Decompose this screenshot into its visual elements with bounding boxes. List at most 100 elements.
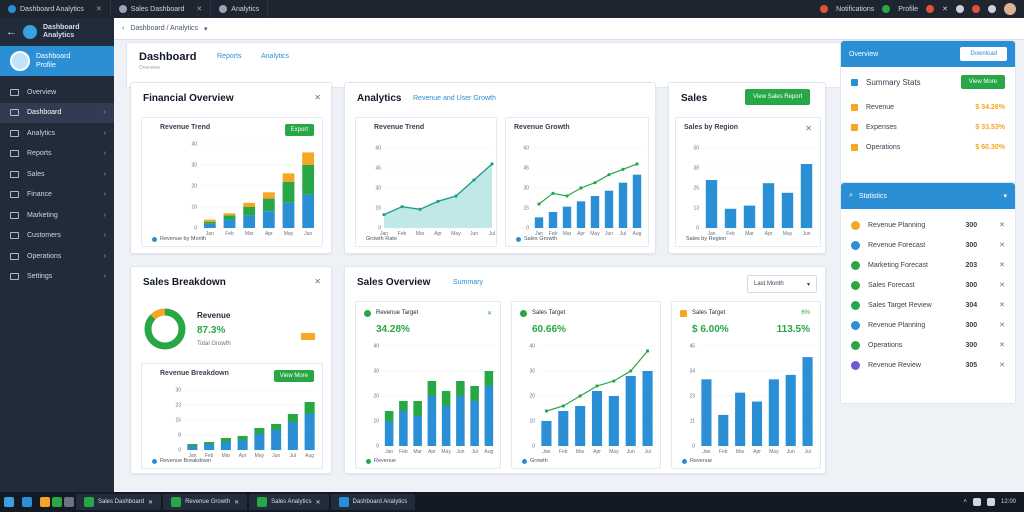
close-icon[interactable]: ✕	[999, 262, 1005, 269]
browser-tab-2[interactable]: Sales Dashboard ✕	[111, 0, 212, 18]
back-icon[interactable]: ‹	[122, 25, 125, 32]
taskbar-item-2[interactable]: Revenue Growth ✕	[163, 494, 248, 510]
export-button[interactable]: Export	[284, 124, 314, 136]
address-bar[interactable]: ‹ Dashboard / Analytics ▾	[114, 18, 1024, 40]
list-item[interactable]: Operations 300 ✕	[841, 335, 1015, 355]
close-icon[interactable]: ✕	[999, 222, 1005, 229]
list-item[interactable]: Revenue Review 305 ✕	[841, 355, 1015, 375]
sidebar-item-analytics[interactable]: Analytics ›	[0, 123, 114, 144]
chart-m3: 0 11 23 34 45 Jan Feb Mar Apr May Jun Jul	[689, 344, 816, 455]
sidebar-item-customers[interactable]: Customers ›	[0, 226, 114, 247]
close-icon[interactable]: ✕	[805, 124, 812, 133]
summary-link[interactable]: Summary	[453, 279, 483, 286]
header-link-reports[interactable]: Reports	[217, 53, 242, 60]
taskbar-item-4[interactable]: Dashboard Analytics	[330, 494, 416, 510]
list-item[interactable]: Sales Forecast 300 ✕	[841, 275, 1015, 295]
notification-icon[interactable]	[820, 5, 829, 13]
taskbar-item-3[interactable]: Sales Analytics ✕	[249, 494, 329, 510]
app-icon[interactable]	[64, 497, 74, 507]
close-icon[interactable]: ✕	[999, 362, 1005, 369]
y-tick-label: 45	[523, 166, 529, 172]
sidebar-item-overview[interactable]: Overview	[0, 82, 114, 103]
period-select[interactable]: Last Month ▾	[747, 275, 817, 293]
close-icon[interactable]: ✕	[999, 322, 1005, 329]
folder-icon[interactable]	[40, 497, 50, 507]
legend-label: Growth Rate	[366, 236, 397, 242]
settings-icon[interactable]	[956, 5, 964, 13]
clock[interactable]: 12:00	[1000, 499, 1016, 505]
close-icon[interactable]: ✕	[999, 302, 1005, 309]
close-icon[interactable]: ✕	[999, 342, 1005, 349]
browser-tab-1[interactable]: Dashboard Analytics ✕	[0, 0, 111, 18]
sidebar-item-dashboard[interactable]: Dashboard ›	[0, 102, 114, 123]
sidebar-profile[interactable]: Dashboard Profile	[0, 46, 114, 76]
sidebar-item-finance[interactable]: Finance ›	[0, 185, 114, 206]
close-icon[interactable]: ✕	[486, 311, 492, 317]
menu-icon[interactable]	[988, 5, 996, 13]
chevron-right-icon: ›	[103, 109, 106, 117]
sidebar-item-settings[interactable]: Settings ›	[0, 267, 114, 288]
address-text[interactable]: Dashboard / Analytics	[130, 25, 199, 32]
user-avatar[interactable]	[1004, 3, 1016, 15]
sidebar-item-marketing[interactable]: Marketing ›	[0, 205, 114, 226]
network-icon[interactable]	[972, 498, 981, 506]
chevron-down-icon[interactable]: ▾	[1003, 193, 1007, 200]
close-icon[interactable]: ✕	[314, 93, 321, 102]
view-more-button[interactable]: View More	[273, 370, 314, 382]
app-icon[interactable]	[52, 497, 62, 507]
list-item[interactable]: Revenue Forecast 300 ✕	[841, 235, 1015, 255]
panel-header[interactable]: ⌕ Statistics ▾	[841, 183, 1015, 209]
browser-tab-3[interactable]: Analytics	[211, 0, 269, 18]
item-value: 300	[965, 321, 978, 329]
close-icon[interactable]: ✕	[196, 6, 203, 13]
card-tag[interactable]: Revenue and User Growth	[413, 95, 496, 102]
status-icon[interactable]	[882, 5, 891, 13]
x-tick-label: Jun	[304, 231, 312, 237]
search-icon[interactable]: ⌕	[849, 192, 853, 199]
sidebar-item-sales[interactable]: Sales ›	[0, 164, 114, 185]
taskbar-item-1[interactable]: Sales Dashboard ✕	[76, 494, 162, 510]
help-icon[interactable]	[972, 5, 980, 13]
sidebar-item-label: Operations	[27, 252, 62, 260]
close-icon[interactable]: ✕	[148, 499, 154, 506]
y-tick-label: 45	[689, 344, 695, 350]
list-item[interactable]: Revenue Planning 300 ✕	[841, 215, 1015, 235]
profile-label[interactable]: Profile	[898, 5, 919, 13]
bar	[282, 173, 295, 182]
header-link-analytics[interactable]: Analytics	[261, 53, 290, 60]
list-item[interactable]: Expenses $ 33.53%	[841, 117, 1015, 137]
list-item[interactable]: Operations $ 60.30%	[841, 137, 1015, 157]
bar	[541, 421, 552, 446]
inner-title: Revenue Breakdown	[160, 370, 229, 377]
bar	[413, 401, 422, 416]
sidebar-item-operations[interactable]: Operations ›	[0, 246, 114, 267]
chevron-down-icon[interactable]: ▾	[204, 25, 208, 33]
close-icon[interactable]: ✕	[234, 499, 240, 506]
list-item[interactable]: Marketing Forecast 203 ✕	[841, 255, 1015, 275]
x-tick-label: Jun	[802, 231, 810, 237]
alert-icon[interactable]	[926, 5, 935, 13]
close-icon[interactable]: ✕	[999, 242, 1005, 249]
volume-icon[interactable]	[986, 498, 995, 506]
back-arrow-icon[interactable]: ←	[6, 26, 17, 38]
view-more-button[interactable]: View More	[960, 75, 1005, 89]
list-item[interactable]: Revenue Planning 300 ✕	[841, 315, 1015, 335]
start-icon[interactable]	[4, 497, 14, 507]
view-sales-report-button[interactable]: View Sales Report	[745, 89, 811, 105]
sidebar-item-reports[interactable]: Reports ›	[0, 144, 114, 165]
close-window-icon[interactable]: ✕	[942, 6, 948, 13]
close-icon[interactable]: ✕	[999, 282, 1005, 289]
y-tick-label: 0	[376, 444, 379, 450]
notifications-label[interactable]: Notifications	[836, 5, 875, 13]
download-button[interactable]: Download	[960, 47, 1007, 61]
list-item[interactable]: Sales Target Review 304 ✕	[841, 295, 1015, 315]
browser-icon[interactable]	[22, 497, 32, 507]
chevron-up-icon[interactable]: ˄	[963, 499, 967, 505]
bar	[282, 202, 295, 228]
close-icon[interactable]: ✕	[95, 6, 102, 13]
x-tick-label: Mar	[576, 449, 585, 455]
y-tick-label: 0	[526, 226, 529, 232]
list-item[interactable]: Revenue $ 34.26%	[841, 97, 1015, 117]
close-icon[interactable]: ✕	[314, 277, 321, 286]
close-icon[interactable]: ✕	[315, 499, 321, 506]
